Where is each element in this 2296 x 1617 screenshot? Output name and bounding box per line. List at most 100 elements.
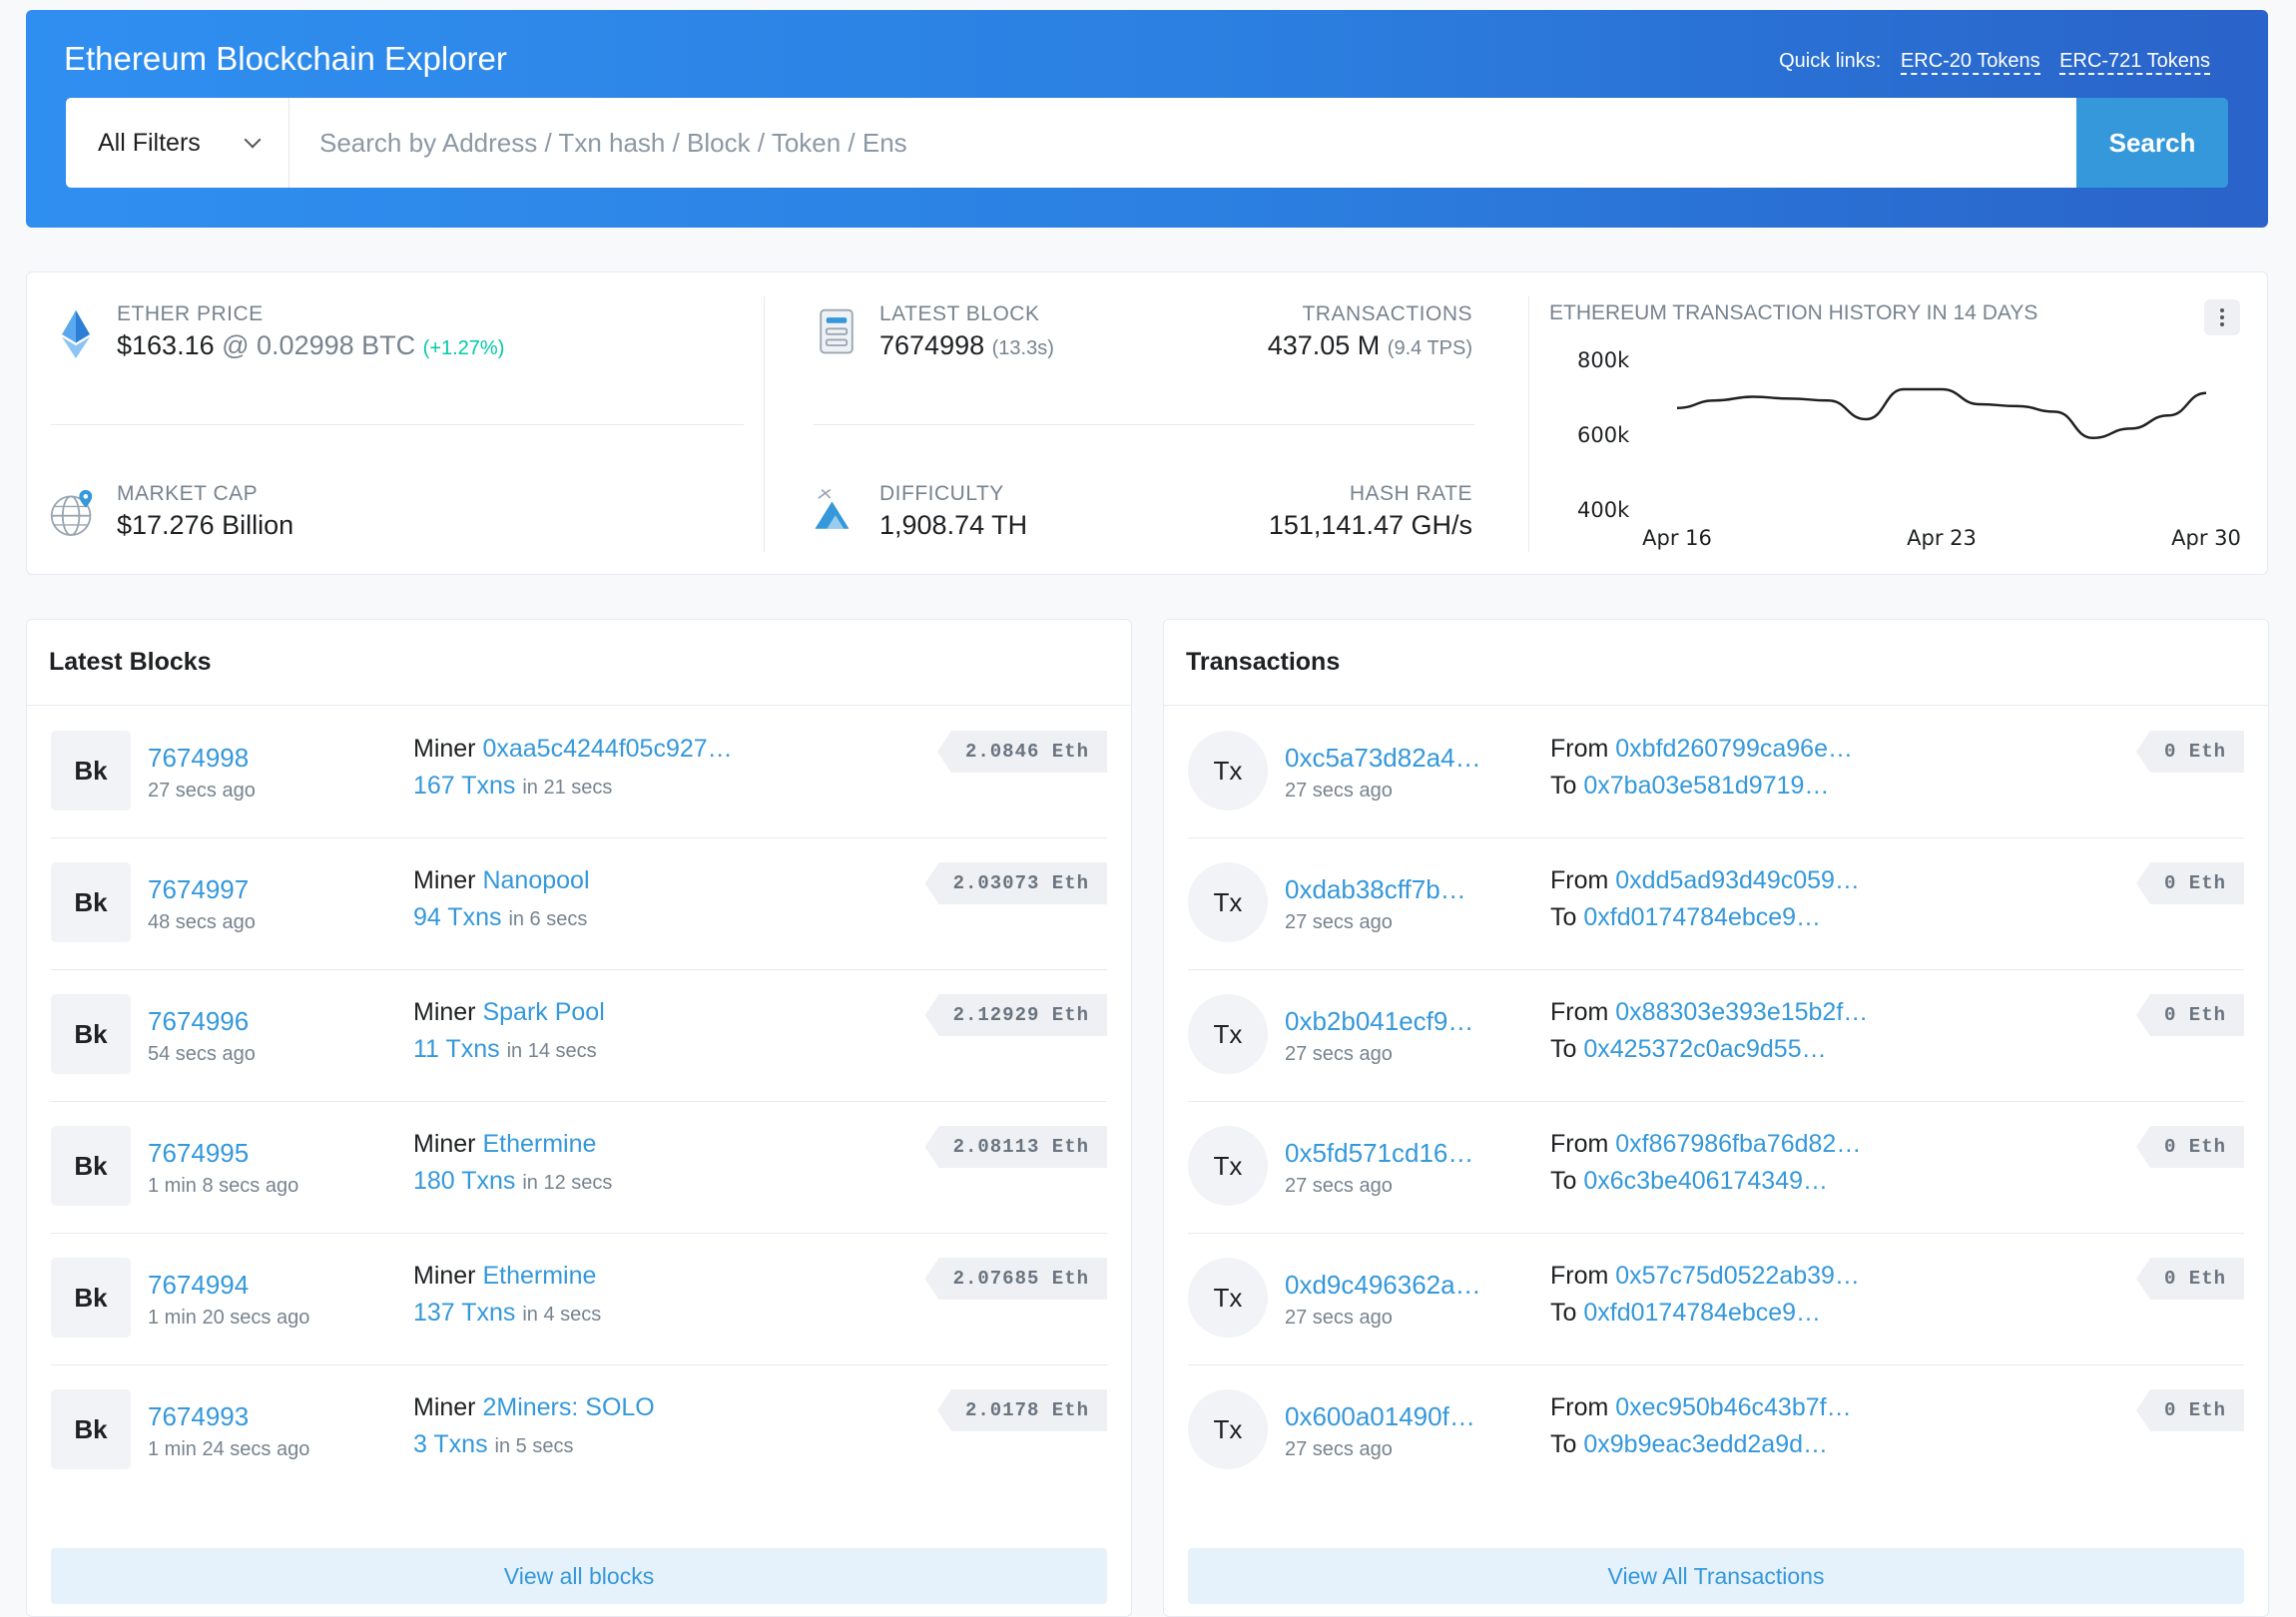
block-reward-badge: 2.0178 Eth [936, 1389, 1107, 1431]
block-txns-link[interactable]: 180 Txns [413, 1167, 516, 1195]
miner-link[interactable]: 0xaa5c4244f05c927… [482, 735, 733, 763]
block-badge: Bk [51, 1258, 131, 1338]
quick-link-erc721[interactable]: ERC-721 Tokens [2059, 50, 2210, 75]
block-reward-badge: 2.03073 Eth [924, 862, 1107, 904]
transaction-hash-link[interactable]: 0xdab38cff7b… [1285, 874, 1466, 904]
latest-block-time: (13.3s) [991, 337, 1054, 359]
transaction-badge: Tx [1188, 1389, 1268, 1469]
block-age: 54 secs ago [148, 1043, 256, 1065]
miner-link[interactable]: Ethermine [482, 1262, 597, 1290]
quick-links-label: Quick links: [1779, 50, 1882, 72]
transaction-value-badge: 0 Eth [2135, 862, 2244, 904]
transaction-row: Tx 0xdab38cff7b… 27 secs ago From 0xdd5a… [1188, 838, 2244, 970]
from-address-link[interactable]: 0x57c75d0522ab39… [1615, 1262, 1860, 1290]
latest-block-value[interactable]: 7674998 [879, 330, 985, 360]
view-all-blocks-button[interactable]: View all blocks [51, 1548, 1107, 1604]
view-all-transactions-button[interactable]: View All Transactions [1188, 1548, 2244, 1604]
to-address-link[interactable]: 0xfd0174784ebce9… [1583, 903, 1822, 931]
block-number-link[interactable]: 7674994 [148, 1270, 250, 1300]
block-txns-link[interactable]: 94 Txns [413, 903, 502, 931]
block-txns-link[interactable]: 11 Txns [413, 1035, 500, 1063]
from-address-link[interactable]: 0xf867986fba76d82… [1615, 1130, 1862, 1158]
globe-icon [50, 489, 93, 536]
block-badge: Bk [51, 1389, 131, 1469]
y-tick-label: 800k [1577, 348, 1630, 372]
transactions-value[interactable]: 437.05 M [1267, 330, 1381, 360]
chart-menu-button[interactable] [2204, 299, 2240, 335]
dot [2220, 315, 2224, 319]
difficulty-label: DIFFICULTY [879, 482, 1004, 505]
block-txns-link[interactable]: 3 Txns [413, 1430, 488, 1458]
from-label: From [1550, 1130, 1609, 1158]
block-number-link[interactable]: 7674996 [148, 1006, 250, 1036]
transaction-badge: Tx [1188, 731, 1268, 810]
to-address-link[interactable]: 0x7ba03e581d9719… [1583, 772, 1830, 800]
transaction-value-badge: 0 Eth [2135, 994, 2244, 1036]
hash-rate-value: 151,141.47 GH/s [1268, 510, 1472, 540]
block-reward-badge: 2.12929 Eth [924, 994, 1107, 1036]
block-badge: Bk [51, 862, 131, 942]
search-button[interactable]: Search [2076, 98, 2228, 188]
market-cap-stat: MARKET CAP $17.276 Billion [117, 482, 293, 541]
quick-link-erc20[interactable]: ERC-20 Tokens [1900, 50, 2040, 75]
to-address-link[interactable]: 0xfd0174784ebce9… [1583, 1299, 1822, 1327]
filter-dropdown[interactable]: All Filters [66, 98, 289, 188]
transaction-value-badge: 0 Eth [2135, 1258, 2244, 1300]
to-address-link[interactable]: 0x6c3be406174349… [1583, 1167, 1829, 1195]
from-address-link[interactable]: 0xbfd260799ca96e… [1615, 735, 1853, 763]
transaction-age: 27 secs ago [1285, 1043, 1393, 1065]
to-address-link[interactable]: 0x425372c0ac9d55… [1583, 1035, 1827, 1063]
block-time: in 4 secs [522, 1304, 602, 1326]
transaction-hash-link[interactable]: 0xc5a73d82a4… [1285, 743, 1481, 773]
transactions-label: TRANSACTIONS [1302, 302, 1472, 325]
from-address-link[interactable]: 0x88303e393e15b2f… [1615, 998, 1869, 1026]
x-tick-label: Apr 30 [2171, 526, 2241, 550]
block-number-link[interactable]: 7674998 [148, 743, 250, 773]
block-badge: Bk [51, 731, 131, 810]
block-number-link[interactable]: 7674993 [148, 1401, 250, 1431]
to-label: To [1550, 1035, 1577, 1063]
block-age: 1 min 24 secs ago [148, 1438, 310, 1460]
miner-link[interactable]: Ethermine [482, 1130, 597, 1158]
block-number-link[interactable]: 7674997 [148, 874, 250, 904]
from-address-link[interactable]: 0xec950b46c43b7f… [1615, 1393, 1852, 1421]
miner-link[interactable]: Spark Pool [482, 998, 605, 1026]
transactions-panel: Transactions Tx 0xc5a73d82a4… 27 secs ag… [1163, 619, 2269, 1617]
from-address-link[interactable]: 0xdd5ad93d49c059… [1615, 866, 1860, 894]
search-input[interactable] [289, 98, 2076, 188]
block-time: in 21 secs [522, 777, 613, 799]
miner-link[interactable]: Nanopool [482, 866, 590, 894]
block-txns-link[interactable]: 137 Txns [413, 1299, 516, 1327]
transaction-hash-link[interactable]: 0xd9c496362a… [1285, 1270, 1481, 1300]
block-number-link[interactable]: 7674995 [148, 1138, 250, 1168]
ether-price-btc: @ 0.02998 BTC [222, 330, 416, 360]
latest-blocks-panel: Latest Blocks Bk 7674998 27 secs ago Min… [26, 619, 1132, 1617]
transaction-row: Tx 0xc5a73d82a4… 27 secs ago From 0xbfd2… [1188, 707, 2244, 838]
transaction-row: Tx 0xb2b041ecf9… 27 secs ago From 0x8830… [1188, 970, 2244, 1102]
hash-rate-label: HASH RATE [1349, 482, 1472, 505]
market-cap-label: MARKET CAP [117, 482, 259, 505]
chart-title: ETHEREUM TRANSACTION HISTORY IN 14 DAYS [1549, 301, 2038, 324]
miner-link[interactable]: 2Miners: SOLO [482, 1393, 655, 1421]
transaction-age: 27 secs ago [1285, 1438, 1393, 1460]
transaction-row: Tx 0x600a01490f… 27 secs ago From 0xec95… [1188, 1365, 2244, 1497]
transaction-hash-link[interactable]: 0x5fd571cd16… [1285, 1138, 1474, 1168]
from-label: From [1550, 866, 1609, 894]
block-txns-link[interactable]: 167 Txns [413, 772, 516, 800]
y-tick-label: 600k [1577, 423, 1630, 447]
transaction-hash-link[interactable]: 0x600a01490f… [1285, 1401, 1475, 1431]
difficulty-stat: DIFFICULTY 1,908.74 TH [879, 482, 1027, 541]
block-row: Bk 7674993 1 min 24 secs ago Miner 2Mine… [51, 1365, 1107, 1497]
transaction-age: 27 secs ago [1285, 780, 1393, 802]
search-bar: All Filters Search [66, 98, 2228, 188]
miner-label: Miner [413, 1262, 476, 1290]
divider [51, 424, 744, 425]
block-time: in 12 secs [522, 1172, 613, 1194]
to-address-link[interactable]: 0x9b9eac3edd2a9d… [1583, 1430, 1829, 1458]
block-row: Bk 7674996 54 secs ago Miner Spark Pool … [51, 970, 1107, 1102]
transaction-row: Tx 0x5fd571cd16… 27 secs ago From 0xf867… [1188, 1102, 2244, 1234]
miner-label: Miner [413, 998, 476, 1026]
block-time: in 5 secs [494, 1435, 574, 1457]
transaction-hash-link[interactable]: 0xb2b041ecf9… [1285, 1006, 1474, 1036]
transaction-age: 27 secs ago [1285, 911, 1393, 933]
